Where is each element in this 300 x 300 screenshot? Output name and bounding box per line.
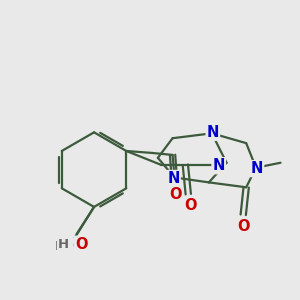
- Text: O: O: [184, 198, 197, 213]
- Text: N: N: [207, 125, 219, 140]
- Text: H: H: [58, 238, 69, 251]
- Text: H: H: [55, 240, 66, 253]
- Text: N: N: [212, 158, 225, 173]
- Text: O: O: [75, 237, 88, 252]
- Text: N: N: [251, 161, 263, 176]
- Text: N: N: [167, 171, 180, 186]
- Text: O: O: [72, 239, 85, 254]
- Text: O: O: [237, 219, 250, 234]
- Text: O: O: [169, 187, 182, 202]
